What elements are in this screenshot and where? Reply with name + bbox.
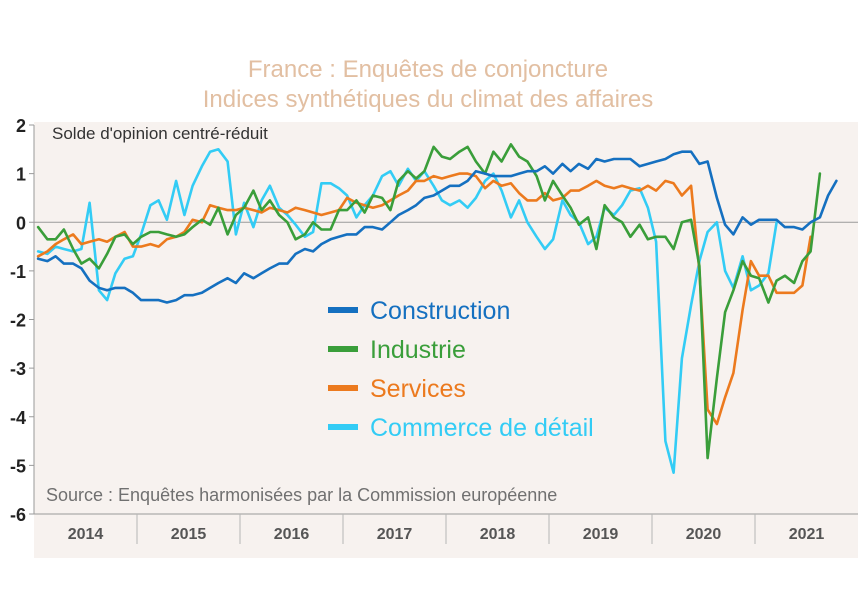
y-tick-label: 1: [16, 165, 26, 185]
x-tick-label: 2021: [789, 526, 825, 543]
legend-label-construction: Construction: [370, 297, 510, 325]
y-tick-label: 2: [16, 116, 26, 136]
series-layer: [36, 143, 838, 474]
x-tick-label: 2019: [583, 526, 619, 543]
x-tick-label: 2014: [68, 526, 104, 543]
y-tick-label: -6: [10, 505, 26, 525]
y-tick-label: 0: [16, 213, 26, 233]
legend-label-industrie: Industrie: [370, 336, 466, 364]
series-line-commerce: [36, 148, 778, 474]
x-tick-label: 2017: [377, 526, 413, 543]
y-axis-label: Solde d'opinion centré-réduit: [52, 124, 268, 143]
series-line-industrie: [36, 143, 822, 460]
x-tick-label: 2018: [480, 526, 516, 543]
x-tick-label: 2016: [274, 526, 310, 543]
y-tick-label: -3: [10, 359, 26, 379]
chart-title-line1: France : Enquêtes de conjoncture: [248, 56, 608, 83]
y-tick-label: -2: [10, 311, 26, 331]
legend-label-services: Services: [370, 375, 466, 403]
legend-label-commerce: Commerce de détail: [370, 414, 594, 442]
legend-layer: Construction Industrie Services Commerce de…: [328, 297, 594, 442]
y-tick-label: -5: [10, 456, 26, 476]
axes-layer: 2 1 0 -1 -2 -3 -4 -5 -6 2014 2015 2016 2017 2018 2019 2…: [10, 116, 858, 544]
x-tick-label: 2015: [171, 526, 207, 543]
y-tick-label: -4: [10, 408, 26, 428]
source-note: Source : Enquêtes harmonisées par la Com…: [46, 485, 557, 505]
series-line-construction: [36, 150, 838, 304]
series-line-services: [36, 172, 812, 426]
chart-title-line2: Indices synthétiques du climat des affai…: [203, 86, 653, 113]
y-tick-label: -1: [10, 262, 26, 282]
x-tick-label: 2020: [686, 526, 722, 543]
